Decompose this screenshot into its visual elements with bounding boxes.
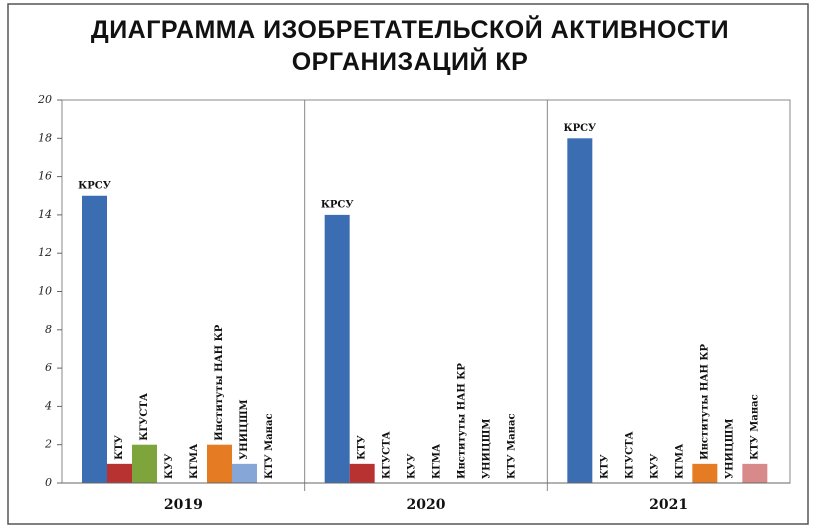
chart-title: ДИАГРАММА ИЗОБРЕТАТЕЛЬСКОЙ АКТИВНОСТИ ОР… bbox=[90, 16, 730, 76]
data-label: Институты НАН КР bbox=[214, 324, 225, 440]
y-tick-label: 8 bbox=[45, 323, 52, 336]
data-label: УНИЦШМ bbox=[239, 399, 250, 459]
data-label: КТУ bbox=[357, 435, 368, 460]
data-label: КГУСТА bbox=[139, 392, 150, 441]
bar bbox=[82, 195, 107, 483]
data-label: Институты НАН КР bbox=[457, 363, 468, 479]
y-tick-label: 18 bbox=[38, 131, 52, 144]
data-label: КТУ Манас bbox=[264, 413, 275, 479]
data-label: КГМА bbox=[189, 443, 200, 479]
bar bbox=[349, 463, 375, 483]
y-tick-label: 2 bbox=[44, 438, 52, 451]
data-label: КГМА bbox=[674, 443, 685, 479]
data-label: КРСУ bbox=[78, 180, 111, 191]
y-tick-label: 6 bbox=[45, 361, 52, 374]
x-tick-label: 2021 bbox=[649, 497, 688, 513]
data-label: КРСУ bbox=[321, 199, 354, 210]
y-tick-label: 12 bbox=[38, 246, 52, 259]
data-label: КУУ bbox=[164, 454, 175, 479]
data-label: КУУ bbox=[407, 454, 418, 479]
frame bbox=[7, 3, 809, 525]
x-tick-label: 2019 bbox=[164, 497, 203, 513]
data-label: КТУ Манас bbox=[749, 394, 760, 460]
data-label: КГУСТА bbox=[624, 430, 635, 479]
x-tick-label: 2020 bbox=[407, 497, 446, 513]
y-tick-label: 0 bbox=[45, 476, 52, 489]
bar bbox=[692, 463, 718, 483]
bar bbox=[132, 444, 157, 483]
y-tick-label: 14 bbox=[38, 208, 52, 221]
bar bbox=[324, 214, 350, 483]
bar bbox=[567, 138, 593, 484]
y-tick-label: 20 bbox=[37, 93, 52, 106]
y-tick-label: 16 bbox=[38, 170, 52, 183]
data-label: КУУ bbox=[649, 454, 660, 479]
data-label: КРСУ bbox=[563, 123, 596, 134]
data-label: Институты НАН КР bbox=[699, 343, 710, 459]
data-label: УНИЦШМ bbox=[724, 419, 735, 479]
bar bbox=[207, 444, 232, 483]
data-label: УНИЦШМ bbox=[482, 419, 493, 479]
data-label: КТУ bbox=[114, 435, 125, 460]
bar bbox=[107, 463, 132, 483]
plot-area bbox=[61, 99, 791, 484]
y-tick-label: 10 bbox=[38, 285, 52, 298]
data-label: КГМА bbox=[432, 443, 443, 479]
y-tick-label: 4 bbox=[44, 399, 52, 412]
bar bbox=[742, 463, 768, 483]
bar bbox=[232, 463, 257, 483]
data-label: КТУ bbox=[599, 454, 610, 479]
data-label: КГУСТА bbox=[382, 430, 393, 479]
data-label: КТУ Манас bbox=[507, 413, 518, 479]
